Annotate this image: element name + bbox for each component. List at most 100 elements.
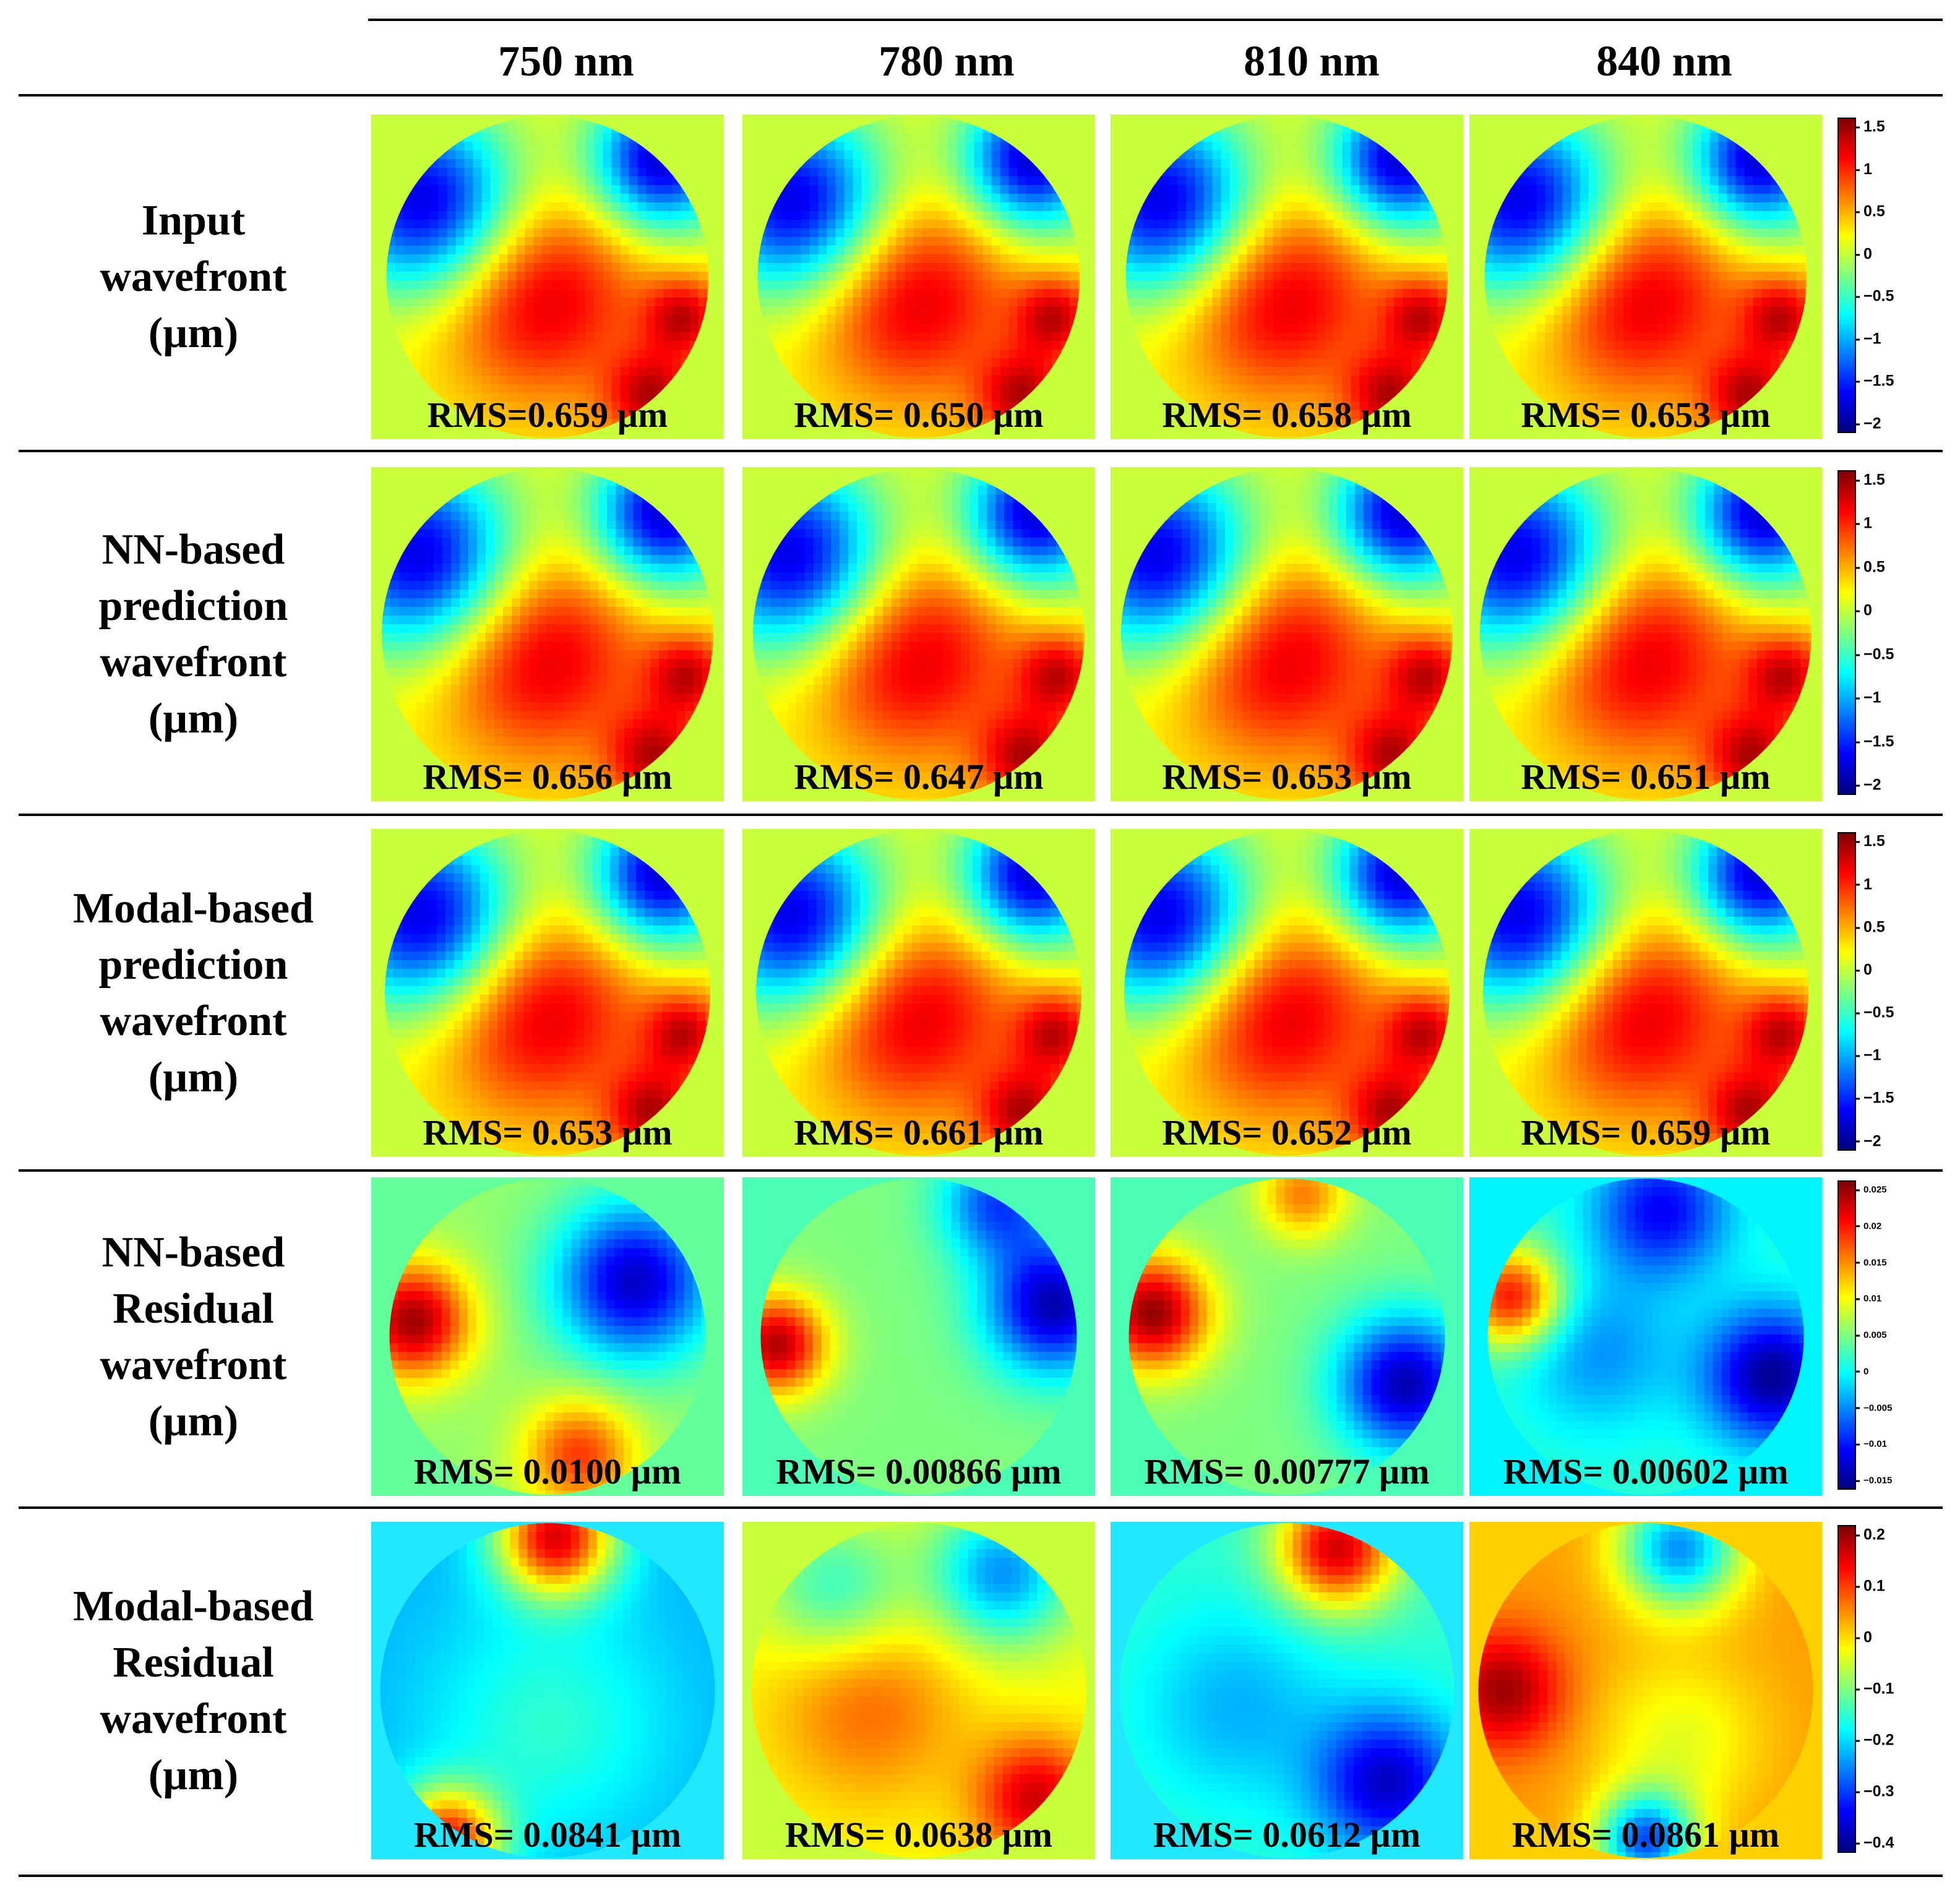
wavefront-disk [1124, 830, 1450, 1156]
colorbar-tick: −0.005 [1855, 1403, 1892, 1413]
row-label-line: prediction [25, 578, 362, 634]
row-label-line: NN-based [25, 522, 362, 578]
wavefront-map: RMS= 0.653 µm [371, 829, 724, 1157]
wavefront-map: RMS= 0.0612 µm [1111, 1522, 1463, 1859]
colorbar: 1.5 1 0.5 0 −0.5 −1 −1.5 −2 [1838, 118, 1930, 433]
colorbar-gradient [1838, 1180, 1856, 1490]
header-rule [19, 94, 1943, 97]
wavefront-disk [1128, 1179, 1445, 1495]
rms-label: RMS=0.659 µm [371, 396, 724, 434]
wavefront-map: RMS=0.659 µm [371, 114, 724, 439]
wavefront-disk [382, 468, 713, 800]
colorbar-tick: −0.5 [1855, 288, 1894, 306]
colorbar-tick: 0.015 [1855, 1257, 1887, 1268]
colorbar-gradient [1838, 832, 1856, 1151]
colorbar-tick: −0.015 [1855, 1476, 1892, 1486]
row-label: Input wavefront (µm) [25, 192, 362, 361]
wavefront-map: RMS= 0.653 µm [1111, 467, 1463, 801]
column-header: 750 nm [442, 34, 690, 90]
row-label-line: wavefront [25, 249, 362, 305]
colorbar-tick: −0.3 [1855, 1783, 1894, 1801]
wavefront-map: RMS= 0.00866 µm [742, 1177, 1095, 1496]
row-label-line: (µm) [25, 690, 362, 747]
colorbar-gradient [1838, 470, 1856, 795]
wavefront-map: RMS= 0.656 µm [371, 467, 724, 801]
colorbar-tick: −0.1 [1855, 1680, 1894, 1698]
colorbar-tick: 0 [1855, 602, 1872, 620]
row-label-line: (µm) [25, 1747, 362, 1803]
colorbar-tick: 1.5 [1855, 118, 1885, 136]
rms-label: RMS= 0.0841 µm [371, 1816, 724, 1854]
row-separator [19, 1506, 1943, 1509]
row-label: NN-based Residual wavefront (µm) [25, 1224, 362, 1450]
wavefront-map: RMS= 0.651 µm [1469, 467, 1822, 801]
wavefront-disk [760, 1179, 1077, 1495]
wavefront-map: RMS= 0.0100 µm [371, 1177, 724, 1496]
rms-label: RMS= 0.00602 µm [1469, 1453, 1822, 1491]
colorbar-tick: 1 [1855, 875, 1872, 893]
colorbar-tick: −1 [1855, 689, 1881, 707]
wavefront-disk [1484, 116, 1807, 438]
colorbar-tick: 0.01 [1855, 1294, 1881, 1304]
wavefront-map: RMS= 0.647 µm [742, 467, 1095, 801]
rms-label: RMS= 0.647 µm [742, 758, 1095, 796]
rms-label: RMS= 0.0861 µm [1469, 1816, 1822, 1854]
rms-label: RMS= 0.658 µm [1111, 396, 1463, 434]
colorbar-tick: 0.005 [1855, 1330, 1887, 1341]
rms-label: RMS= 0.651 µm [1469, 758, 1822, 796]
colorbar-tick: 0.02 [1855, 1221, 1881, 1231]
top-rule [368, 19, 1943, 21]
colorbar-tick: 0 [1855, 961, 1872, 979]
wavefront-map: RMS= 0.00777 µm [1111, 1177, 1463, 1496]
colorbar-tick: −0.2 [1855, 1732, 1894, 1750]
wavefront-disk [386, 116, 709, 438]
wavefront-disk [1483, 830, 1808, 1156]
colorbar-tick: 0.5 [1855, 203, 1885, 221]
wavefront-map: RMS= 0.00602 µm [1469, 1177, 1822, 1496]
colorbar-tick: 0 [1855, 1628, 1872, 1646]
colorbar-gradient [1838, 118, 1856, 433]
wavefront-disk [751, 1523, 1086, 1858]
rms-label: RMS= 0.653 µm [1469, 396, 1822, 434]
rms-label: RMS= 0.0638 µm [742, 1816, 1095, 1854]
rms-label: RMS= 0.659 µm [1469, 1114, 1822, 1152]
colorbar-tick: −0.4 [1855, 1834, 1894, 1852]
row-label-line: NN-based [25, 1224, 362, 1281]
row-label-line: Modal-based [25, 1578, 362, 1635]
colorbar-tick: −2 [1855, 415, 1881, 432]
column-header: 780 nm [823, 34, 1070, 90]
wavefront-disk [1121, 468, 1453, 800]
wavefront-disk [380, 1523, 715, 1858]
rms-label: RMS= 0.656 µm [371, 758, 724, 796]
row-label-line: (µm) [25, 1049, 362, 1106]
colorbar-tick: 0 [1855, 1366, 1868, 1377]
colorbar-tick: −1.5 [1855, 732, 1894, 750]
rms-label: RMS= 0.652 µm [1111, 1114, 1463, 1152]
colorbar-tick: 1.5 [1855, 471, 1885, 489]
colorbar: 1.5 1 0.5 0 −0.5 −1 −1.5 −2 [1838, 832, 1930, 1151]
wavefront-disk [753, 468, 1085, 800]
colorbar-tick: −1.5 [1855, 372, 1894, 390]
wavefront-map: RMS= 0.0841 µm [371, 1522, 724, 1859]
row-label-line: wavefront [25, 993, 362, 1049]
colorbar-tick: 0.2 [1855, 1526, 1885, 1544]
row-label-line: Residual [25, 1635, 362, 1691]
rms-label: RMS= 0.00866 µm [742, 1453, 1095, 1491]
colorbar: 0.025 0.02 0.015 0.01 0.005 0 −0.005 −0.01 −0.01… [1838, 1180, 1930, 1490]
colorbar: 1.5 1 0.5 0 −0.5 −1 −1.5 −2 [1838, 470, 1930, 795]
colorbar-tick: −2 [1855, 776, 1881, 794]
colorbar-tick: 0.025 [1855, 1185, 1887, 1195]
wavefront-disk [1478, 1523, 1813, 1858]
colorbar-tick: −0.5 [1855, 1004, 1894, 1022]
row-label-line: wavefront [25, 1337, 362, 1393]
row-label: NN-based prediction wavefront (µm) [25, 522, 362, 747]
colorbar-tick: −1.5 [1855, 1089, 1894, 1107]
rms-label: RMS= 0.653 µm [1111, 758, 1463, 796]
wavefront-disk [389, 1179, 706, 1495]
colorbar: 0.2 0.1 0 −0.1 −0.2 −0.3 −0.4 [1838, 1525, 1930, 1853]
column-header: 840 nm [1541, 34, 1788, 90]
wavefront-map: RMS= 0.661 µm [742, 829, 1095, 1157]
rms-label: RMS= 0.00777 µm [1111, 1453, 1463, 1491]
rms-label: RMS= 0.650 µm [742, 396, 1095, 434]
